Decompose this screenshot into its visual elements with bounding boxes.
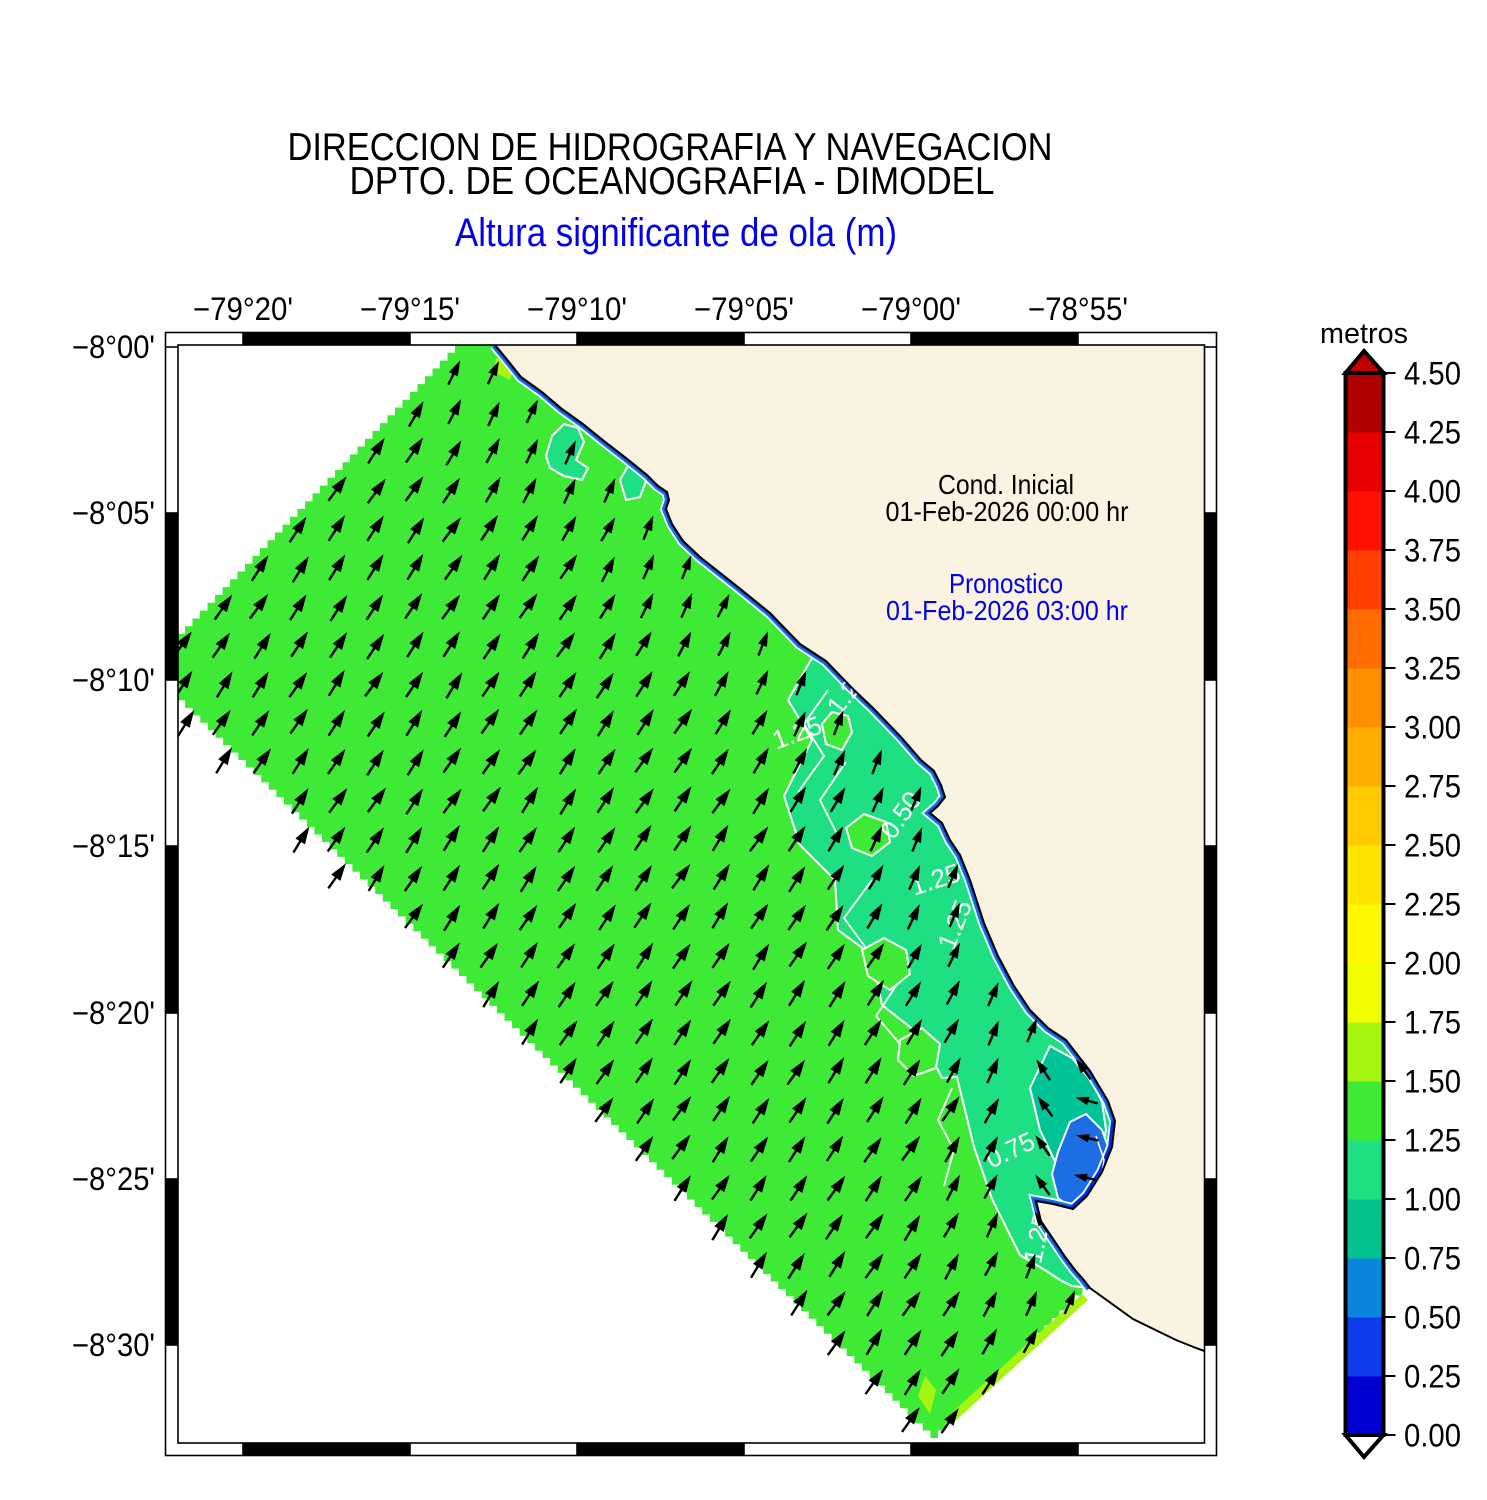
svg-text:−79°00': −79°00' bbox=[861, 291, 961, 327]
svg-text:Altura significante de ola (m): Altura significante de ola (m) bbox=[455, 211, 897, 255]
svg-text:0.25: 0.25 bbox=[1404, 1359, 1461, 1395]
svg-text:1.25: 1.25 bbox=[1404, 1123, 1461, 1159]
svg-text:−8°00': −8°00' bbox=[72, 329, 155, 365]
svg-text:2.25: 2.25 bbox=[1404, 887, 1461, 923]
svg-text:−8°25': −8°25' bbox=[72, 1161, 155, 1197]
svg-text:Cond. Inicial: Cond. Inicial bbox=[938, 469, 1074, 500]
svg-text:01-Feb-2026 03:00 hr: 01-Feb-2026 03:00 hr bbox=[886, 595, 1128, 626]
svg-text:−8°10': −8°10' bbox=[72, 662, 155, 698]
svg-text:−79°10': −79°10' bbox=[527, 291, 627, 327]
svg-text:0.75: 0.75 bbox=[1404, 1241, 1461, 1277]
svg-text:−8°05': −8°05' bbox=[72, 495, 155, 531]
svg-text:3.75: 3.75 bbox=[1404, 533, 1461, 569]
svg-text:0.50: 0.50 bbox=[1404, 1300, 1461, 1336]
svg-text:−8°20': −8°20' bbox=[72, 995, 155, 1031]
svg-text:4.50: 4.50 bbox=[1404, 356, 1461, 392]
svg-text:1.75: 1.75 bbox=[1404, 1005, 1461, 1041]
svg-text:2.75: 2.75 bbox=[1404, 769, 1461, 805]
svg-text:−8°15': −8°15' bbox=[72, 828, 155, 864]
svg-text:3.00: 3.00 bbox=[1404, 710, 1461, 746]
svg-text:3.50: 3.50 bbox=[1404, 592, 1461, 628]
svg-text:−78°55': −78°55' bbox=[1028, 291, 1128, 327]
svg-text:DPTO. DE OCEANOGRAFIA - DIMODE: DPTO. DE OCEANOGRAFIA - DIMODEL bbox=[350, 160, 995, 203]
svg-text:Pronostico: Pronostico bbox=[949, 568, 1063, 599]
svg-text:−79°20': −79°20' bbox=[193, 291, 293, 327]
svg-text:DIRECCION DE HIDROGRAFIA Y NAV: DIRECCION DE HIDROGRAFIA Y NAVEGACION bbox=[288, 126, 1053, 169]
svg-text:1.00: 1.00 bbox=[1404, 1182, 1461, 1218]
svg-text:−79°05': −79°05' bbox=[694, 291, 794, 327]
svg-text:3.25: 3.25 bbox=[1404, 651, 1461, 687]
svg-text:−79°15': −79°15' bbox=[360, 291, 460, 327]
svg-text:2.50: 2.50 bbox=[1404, 828, 1461, 864]
svg-text:0.00: 0.00 bbox=[1404, 1418, 1461, 1454]
svg-text:−8°30': −8°30' bbox=[72, 1327, 155, 1363]
svg-text:metros: metros bbox=[1320, 318, 1408, 350]
svg-text:1.50: 1.50 bbox=[1404, 1064, 1461, 1100]
svg-text:4.00: 4.00 bbox=[1404, 474, 1461, 510]
svg-text:4.25: 4.25 bbox=[1404, 415, 1461, 451]
svg-text:01-Feb-2026 00:00 hr: 01-Feb-2026 00:00 hr bbox=[886, 496, 1129, 527]
svg-text:2.00: 2.00 bbox=[1404, 946, 1461, 982]
